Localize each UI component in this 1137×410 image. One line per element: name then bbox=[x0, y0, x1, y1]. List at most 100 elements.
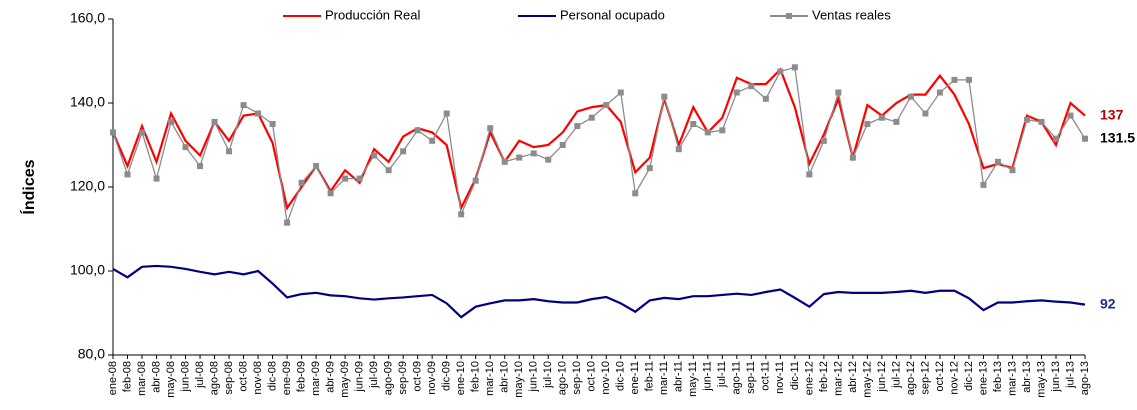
x-tick-label: abr-09 bbox=[325, 361, 337, 393]
point-marker bbox=[632, 190, 639, 197]
point-marker bbox=[429, 137, 436, 144]
x-tick-label: jul-11 bbox=[716, 361, 728, 388]
point-marker bbox=[661, 93, 668, 100]
point-marker bbox=[574, 123, 581, 130]
x-tick-label: mar-13 bbox=[1006, 361, 1018, 396]
x-tick-label: dic-10 bbox=[615, 361, 627, 391]
x-tick-label: abr-13 bbox=[1021, 361, 1033, 393]
point-marker bbox=[791, 64, 798, 71]
x-tick-label: ago-11 bbox=[731, 361, 743, 394]
point-marker bbox=[1052, 135, 1059, 142]
x-tick-label: ago-13 bbox=[1079, 361, 1091, 395]
legend-label: Personal ocupado bbox=[560, 7, 665, 22]
point-marker bbox=[182, 144, 189, 151]
point-marker bbox=[197, 163, 204, 169]
point-marker bbox=[1082, 135, 1088, 142]
point-marker bbox=[342, 175, 349, 182]
x-tick-label: mar-10 bbox=[484, 361, 496, 396]
x-tick-label: feb-11 bbox=[644, 361, 656, 391]
point-marker bbox=[298, 179, 305, 186]
point-marker bbox=[226, 148, 233, 155]
point-marker bbox=[487, 125, 494, 132]
point-marker bbox=[907, 93, 914, 100]
point-marker bbox=[1023, 116, 1030, 123]
point-marker bbox=[400, 148, 407, 155]
end-value-label: 92 bbox=[1100, 295, 1116, 311]
x-tick-label: ene-11 bbox=[629, 361, 641, 394]
x-tick-label: jul-10 bbox=[542, 361, 554, 389]
x-tick-label: jun-13 bbox=[1050, 361, 1062, 393]
point-marker bbox=[878, 114, 885, 121]
point-marker bbox=[443, 110, 450, 117]
point-marker bbox=[168, 118, 175, 125]
x-tick-label: may-11 bbox=[687, 361, 699, 397]
point-marker bbox=[690, 121, 697, 127]
x-tick-label: ago-08 bbox=[208, 361, 220, 395]
x-tick-label: may-08 bbox=[165, 361, 177, 398]
point-marker bbox=[139, 129, 146, 136]
series-line bbox=[111, 67, 1086, 212]
point-marker bbox=[371, 152, 378, 159]
x-tick-label: ago-10 bbox=[557, 361, 569, 395]
point-marker bbox=[1067, 112, 1074, 119]
x-tick-label: jun-08 bbox=[179, 361, 191, 393]
x-tick-label: abr-11 bbox=[673, 361, 685, 392]
x-tick-label: abr-08 bbox=[150, 361, 162, 393]
x-tick-label: nov-12 bbox=[948, 361, 960, 395]
point-marker bbox=[719, 127, 726, 134]
point-marker bbox=[1038, 118, 1045, 125]
end-value-label: 131.5 bbox=[1100, 129, 1135, 145]
x-tick-label: ene-09 bbox=[281, 361, 293, 395]
point-marker bbox=[458, 211, 465, 218]
legend-label: Producción Real bbox=[325, 7, 420, 22]
point-marker bbox=[617, 89, 624, 96]
x-tick-label: ene-12 bbox=[803, 361, 815, 395]
x-tick-label: jul-09 bbox=[368, 361, 380, 389]
x-tick-label: feb-12 bbox=[818, 361, 830, 392]
x-tick-label: sep-11 bbox=[745, 361, 757, 394]
x-tick-label: nov-11 bbox=[774, 361, 786, 394]
point-marker bbox=[255, 110, 262, 117]
point-marker bbox=[951, 76, 958, 83]
point-marker bbox=[994, 158, 1001, 165]
end-value-label: 137 bbox=[1100, 106, 1124, 122]
x-tick-label: nov-10 bbox=[600, 361, 612, 395]
point-marker bbox=[501, 158, 508, 165]
x-tick-label: jun-09 bbox=[354, 361, 366, 393]
x-tick-label: sep-10 bbox=[571, 361, 583, 395]
point-marker bbox=[849, 154, 856, 161]
point-marker bbox=[110, 129, 116, 136]
point-marker bbox=[777, 68, 784, 75]
y-tick-label: 160,0 bbox=[70, 10, 105, 26]
y-tick-label: 100,0 bbox=[70, 262, 105, 278]
x-tick-label: nov-09 bbox=[426, 361, 438, 395]
point-marker bbox=[806, 171, 813, 178]
x-tick-label: dic-12 bbox=[963, 361, 975, 391]
x-tick-label: jul-08 bbox=[194, 361, 206, 389]
x-tick-label: feb-09 bbox=[296, 361, 308, 392]
point-marker bbox=[748, 83, 755, 90]
x-tick-label: may-12 bbox=[861, 361, 873, 398]
x-tick-label: feb-08 bbox=[121, 361, 133, 392]
x-tick-label: jul-13 bbox=[1064, 361, 1076, 389]
point-marker bbox=[588, 114, 595, 121]
x-tick-label: ene-10 bbox=[455, 361, 467, 395]
x-tick-label: may-10 bbox=[513, 361, 525, 398]
point-marker bbox=[762, 95, 769, 102]
x-tick-label: abr-10 bbox=[499, 361, 511, 393]
x-tick-label: jun-12 bbox=[876, 361, 888, 393]
point-marker bbox=[733, 89, 740, 96]
x-tick-label: mar-08 bbox=[136, 361, 148, 396]
point-marker bbox=[922, 110, 929, 117]
x-tick-label: feb-10 bbox=[470, 361, 482, 392]
point-marker bbox=[153, 175, 160, 182]
x-tick-label: dic-08 bbox=[266, 361, 278, 391]
y-tick-label: 120,0 bbox=[70, 178, 105, 194]
x-tick-label: mar-12 bbox=[832, 361, 844, 396]
point-marker bbox=[965, 76, 972, 83]
y-tick-label: 80,0 bbox=[78, 346, 105, 362]
point-marker bbox=[269, 121, 276, 127]
x-tick-label: oct-09 bbox=[412, 361, 424, 392]
